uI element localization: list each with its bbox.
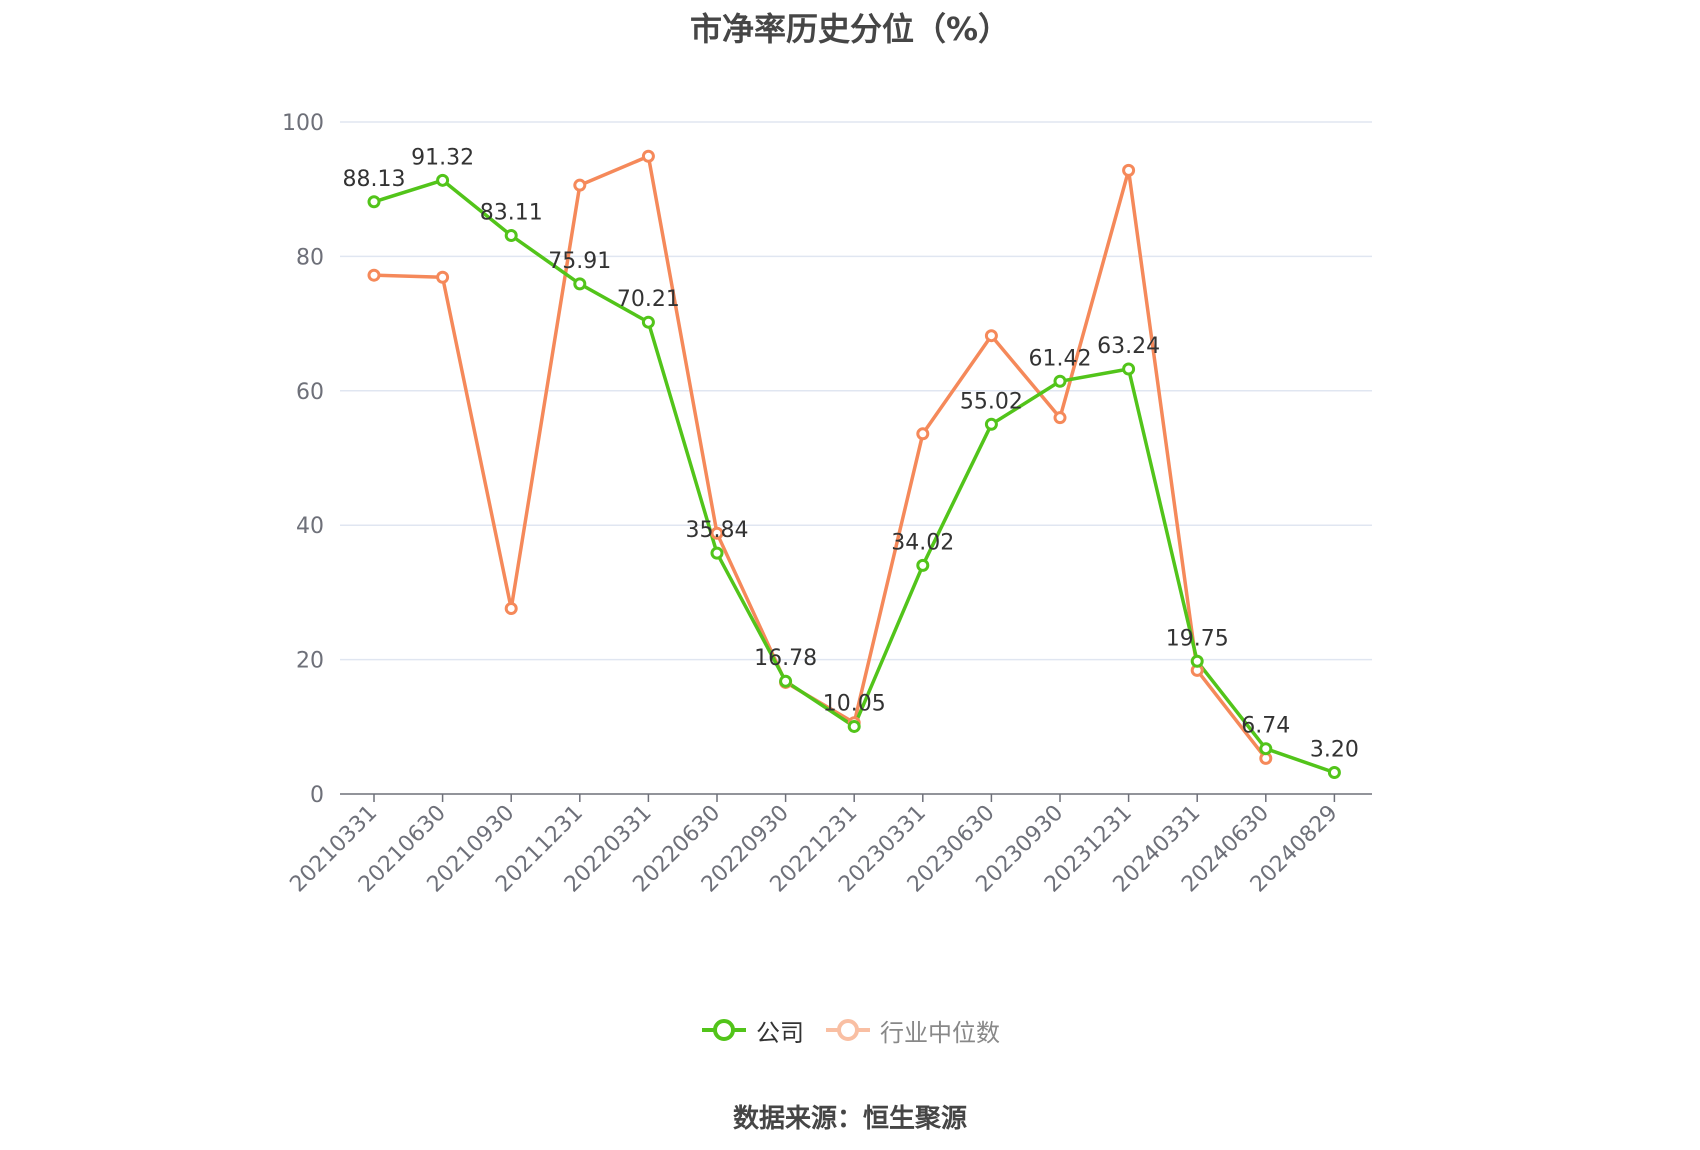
industry-median-data-point bbox=[641, 149, 655, 163]
company-data-point bbox=[1190, 654, 1204, 668]
company-data-label: 19.75 bbox=[1166, 626, 1229, 651]
company-data-label: 75.91 bbox=[548, 249, 611, 274]
industry-median-data-point bbox=[436, 270, 450, 284]
company-data-point bbox=[367, 195, 381, 209]
legend-industry-marker-icon bbox=[826, 1019, 870, 1041]
legend-company-marker-icon bbox=[702, 1019, 746, 1041]
company-data-label: 10.05 bbox=[823, 691, 886, 716]
company-data-point bbox=[641, 315, 655, 329]
company-data-point bbox=[710, 546, 724, 560]
industry-median-data-point bbox=[367, 268, 381, 282]
company-data-label: 91.32 bbox=[411, 145, 474, 170]
legend-item-company[interactable]: 公司 bbox=[700, 1013, 804, 1048]
company-data-point bbox=[1327, 765, 1341, 779]
legend-label-industry-median: 行业中位数 bbox=[880, 1018, 1000, 1047]
company-data-label: 3.20 bbox=[1310, 737, 1359, 762]
company-data-label: 6.74 bbox=[1241, 714, 1290, 739]
industry-median-data-point bbox=[984, 329, 998, 343]
company-data-label: 34.02 bbox=[891, 530, 954, 555]
y-tick-label: 100 bbox=[282, 111, 324, 136]
y-tick-label: 20 bbox=[296, 649, 324, 674]
industry-median-data-point bbox=[916, 427, 930, 441]
y-axis: 0 20 40 60 80 100 bbox=[282, 111, 324, 808]
company-data-point bbox=[1053, 374, 1067, 388]
company-series-line bbox=[373, 178, 1335, 775]
company-data-point bbox=[436, 173, 450, 187]
company-data-point bbox=[573, 277, 587, 291]
industry-median-data-point bbox=[1122, 163, 1136, 177]
line-chart: 2021033120210630202109302021123120220331… bbox=[282, 111, 1372, 897]
company-data-label: 83.11 bbox=[480, 201, 543, 226]
series-points bbox=[367, 149, 1341, 779]
company-data-point bbox=[779, 674, 793, 688]
company-data-label: 63.24 bbox=[1097, 334, 1160, 359]
industry-median-data-point bbox=[504, 602, 518, 616]
x-axis: 2021033120210630202109302021123120220331… bbox=[285, 793, 1372, 897]
company-data-point bbox=[984, 417, 998, 431]
y-tick-label: 0 bbox=[310, 783, 324, 808]
legend-label-company: 公司 bbox=[756, 1018, 804, 1047]
industry-median-series-line bbox=[373, 154, 1268, 760]
chart-title: 市净率历史分位（%） bbox=[689, 10, 1011, 48]
industry-median-data-point bbox=[573, 178, 587, 192]
industry-median-data-point bbox=[710, 526, 724, 540]
y-tick-label: 40 bbox=[296, 514, 324, 539]
company-data-label: 55.02 bbox=[960, 389, 1023, 414]
data-source: 数据来源：恒生聚源 bbox=[732, 1104, 967, 1134]
company-data-label: 61.42 bbox=[1029, 346, 1092, 371]
industry-median-data-point bbox=[1053, 411, 1067, 425]
y-tick-label: 60 bbox=[296, 380, 324, 405]
legend-item-industry-median[interactable]: 行业中位数 bbox=[824, 1013, 1000, 1048]
company-data-label: 88.13 bbox=[343, 167, 406, 192]
legend: 公司 行业中位数 bbox=[0, 1010, 1700, 1050]
series-lines bbox=[373, 154, 1335, 775]
company-data-label: 35.84 bbox=[686, 518, 749, 543]
company-data-point bbox=[504, 229, 518, 243]
company-data-point bbox=[1122, 362, 1136, 376]
company-data-point bbox=[847, 719, 861, 733]
company-data-point bbox=[1259, 742, 1273, 756]
company-data-label: 16.78 bbox=[754, 646, 817, 671]
y-tick-label: 80 bbox=[296, 245, 324, 270]
company-data-label: 70.21 bbox=[617, 287, 680, 312]
company-data-point bbox=[916, 558, 930, 572]
